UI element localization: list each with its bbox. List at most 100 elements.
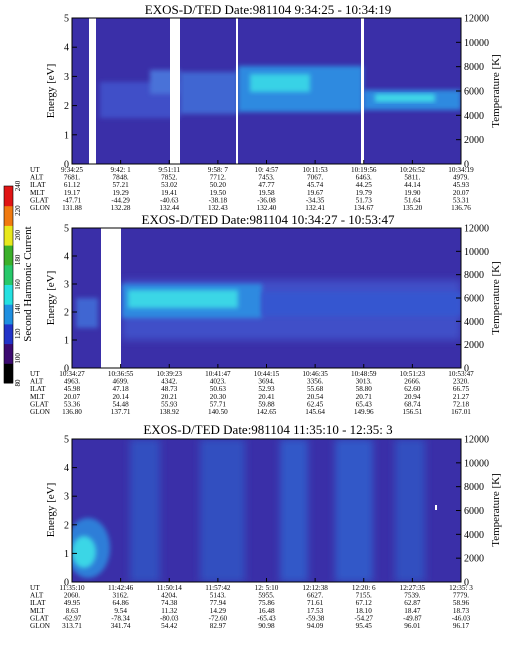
panel-1-table-cell: 10:11:53	[302, 166, 328, 174]
panel-2-table-cell: 10:48:59	[351, 370, 377, 378]
panel-2-ytick-label: 0	[64, 364, 69, 375]
panel-1-table-cell: 10:26:52	[400, 166, 426, 174]
panel-2: EXOS-D/TED Date:981104 10:34:27 - 10:53:…	[30, 212, 502, 416]
panel-1-ytick-label: 5	[64, 14, 69, 25]
colorbar-label: Second Harmonic Current	[22, 226, 34, 341]
panel-2-table-cell: 68.74	[404, 400, 421, 408]
panel-2-table-cell: 3013.	[356, 378, 372, 386]
panel-3-blob-inner	[72, 536, 96, 568]
panel-3-table-cell: 5143.	[210, 592, 226, 600]
panel-2-table-cell: 20.21	[161, 393, 178, 401]
panel-2-ytick-label: 2	[64, 308, 69, 319]
panel-3-table-cell: 18.10	[356, 607, 373, 615]
panel-3-stripe-2	[200, 439, 245, 582]
panel-3-y2tick-label: 8000	[464, 482, 484, 493]
panel-2-ytick-label: 5	[64, 224, 69, 235]
panel-2-y2tick-label: 0	[464, 364, 469, 375]
panel-2-y2-axis: 0 2000 4000 6000 8000 10000 12000	[456, 224, 489, 375]
panel-3-table-cell: 8.63	[66, 607, 79, 615]
panel-2-table: UTALTILATMLTGLATGLON10:34:274963.45.9820…	[30, 364, 474, 416]
panel-2-y2tick-label: 2000	[464, 340, 484, 351]
panel-3-table-cell: 16.48	[258, 607, 275, 615]
panel-2-band-peak	[128, 290, 238, 308]
panel-2-table-cell: 57.71	[210, 400, 227, 408]
panel-1-table-cell: 7848.	[113, 174, 129, 182]
panel-2-y2tick-label: 6000	[464, 294, 484, 305]
panel-3-table-cell: -49.87	[403, 614, 422, 622]
panel-3-table-cell: 67.12	[356, 599, 373, 607]
panel-1-row-label: GLON	[30, 204, 51, 212]
panel-1-table-cell: 7852.	[161, 174, 177, 182]
panel-2-ytick-label: 4	[64, 252, 69, 263]
panel-1-table-cell: 47.77	[258, 181, 275, 189]
panel-1-table-cell: 7712.	[210, 174, 226, 182]
panel-1-table-cell: 45.74	[307, 181, 324, 189]
colorbar-tick-label: 220	[14, 205, 22, 216]
panel-2-table-cell: 50.63	[210, 385, 227, 393]
panel-3-stripe-1	[130, 439, 160, 582]
panel-3-table-cell: 12: 5:10	[255, 584, 279, 592]
panel-1-ytick-label: 3	[64, 72, 69, 83]
panel-1-table-cell: -44.29	[111, 196, 130, 204]
panel-2-gap	[101, 228, 121, 368]
panel-1-ytick-label: 1	[64, 130, 69, 141]
panel-2-table-cell: 138.92	[159, 408, 179, 416]
panel-2-row-label: GLAT	[30, 400, 49, 408]
panel-2-table-cell: 145.64	[305, 408, 325, 416]
panel-1-table-cell: 135.20	[402, 204, 422, 212]
panel-3-table-cell: 11:50:14	[157, 584, 183, 592]
panel-2-row-label: UT	[30, 370, 40, 378]
panel-1-table-cell: -34.35	[306, 196, 325, 204]
panel-1-gap-3	[236, 18, 238, 164]
panel-2-table-cell: 4699.	[113, 378, 129, 386]
colorbar-swatch	[4, 205, 13, 226]
panel-3-row-label: GLON	[30, 622, 51, 630]
panel-3-table-cell: 96.01	[404, 622, 421, 630]
panel-3-y2tick-label: 0	[464, 578, 469, 589]
panel-3-y2tick-label: 10000	[464, 458, 489, 469]
panel-2-table-cell: 58.80	[356, 385, 373, 393]
panel-1-table-cell: 10: 4:57	[255, 166, 279, 174]
panel-1-table-cell: 53.31	[453, 196, 470, 204]
panel-1-table-cell: 19.58	[258, 189, 275, 197]
panel-2-y2tick-label: 4000	[464, 317, 484, 328]
colorbar-swatch	[4, 363, 13, 384]
panel-3-table-cell: 3162.	[113, 592, 129, 600]
panel-3-table-cell: 14.29	[210, 607, 227, 615]
panel-2-table-cell: 55.68	[307, 385, 324, 393]
panel-2-table-cell: 3356.	[307, 378, 323, 386]
panel-1-table-cell: 136.76	[451, 204, 471, 212]
panel-2-table-cell: 4342.	[161, 378, 177, 386]
panel-3-ytick-label: 5	[64, 435, 69, 446]
panel-2-table-cell: 65.43	[356, 400, 373, 408]
panel-3-stripe-4	[335, 439, 373, 582]
panel-1-table-cell: 61.12	[64, 181, 81, 189]
panel-2-title: EXOS-D/TED Date:981104 10:34:27 - 10:53:…	[142, 212, 395, 227]
panel-1-table-cell: -47.71	[63, 196, 82, 204]
panel-3-ylabel: Energy [eV]	[45, 483, 57, 537]
panel-1-table-cell: 44.25	[356, 181, 373, 189]
panel-3-table-cell: -65.43	[257, 614, 276, 622]
panel-3-table-cell: 11:35:10	[59, 584, 85, 592]
panel-2-table-cell: 20.07	[64, 393, 81, 401]
panel-3-table-cell: -78.34	[111, 614, 130, 622]
panel-2-table-cell: 20.30	[210, 393, 227, 401]
panel-2-y2tick-label: 12000	[464, 224, 489, 235]
panel-2-table-cell: 4023.	[210, 378, 226, 386]
panel-3-table-cell: 7539.	[404, 592, 420, 600]
panel-1-y2tick-label: 10000	[464, 38, 489, 49]
panel-2-table-cell: 10:39:23	[156, 370, 182, 378]
panel-2-table-cell: 66.75	[453, 385, 470, 393]
panel-1-ytick-label: 4	[64, 43, 69, 54]
panel-3-ytick-label: 1	[64, 549, 69, 560]
colorbar-ticks: 80 100 120 140 160 180 200 220 240	[14, 180, 22, 386]
panel-3-stripe-3	[280, 439, 308, 582]
panel-3-table-cell: 17.53	[307, 607, 324, 615]
panel-3-table-cell: 74.38	[161, 599, 178, 607]
panel-1-gap-4	[361, 18, 364, 164]
panel-1-y2tick-label: 6000	[464, 87, 484, 98]
panel-2-table-cell: 48.73	[161, 385, 178, 393]
panel-2-table-cell: 20.54	[307, 393, 324, 401]
panel-3-table-cell: 12:27:35	[400, 584, 426, 592]
panel-1-ytick-label: 0	[64, 160, 69, 171]
